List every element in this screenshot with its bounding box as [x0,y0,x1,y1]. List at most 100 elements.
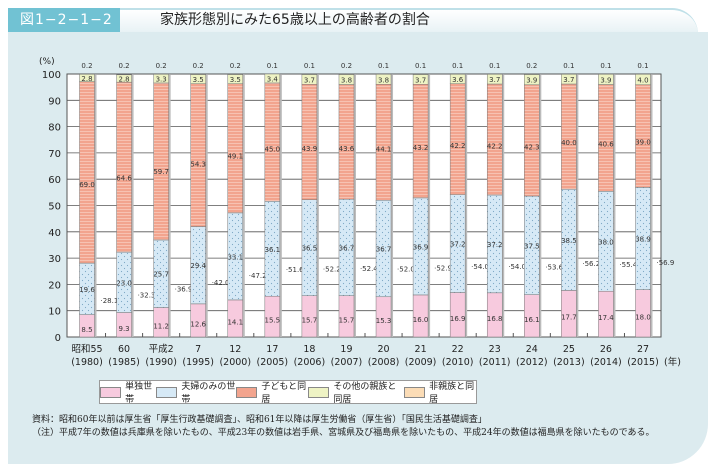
bar-segment-4 [486,74,503,85]
legend-item: 単独世帯 [100,379,156,405]
bar-value-label: 19.6 [79,286,95,294]
bar-value-label: 42.2 [450,142,466,150]
bar-value-label: 0.1 [304,62,315,70]
bar-segment-3 [561,83,577,190]
bar-value-label: 0.1 [489,62,500,70]
y-tick-label: 40 [48,228,61,239]
bar-segment-3 [524,84,540,197]
bar-value-label: 2.8 [81,75,92,83]
header-bar [8,8,698,34]
bar-value-label: 0.1 [600,62,611,70]
bar-segment-3 [449,83,466,195]
legend-swatch [403,386,426,398]
subtotal-label: ·52.4 [360,265,378,273]
bar-value-label: 37.5 [524,242,540,250]
bar-value-label: 0.1 [267,62,278,70]
legend-swatch [100,386,122,398]
bar-value-label: 3.8 [341,77,352,85]
bar-segment-4 [449,74,466,84]
bar-value-label: 2.8 [118,75,129,83]
bar-segment-3 [598,84,614,192]
bar-value-label: 3.5 [193,76,204,84]
bar-value-label: 17.7 [561,314,577,322]
x-tick-label-era: 19 [340,344,352,355]
bar-value-label: 59.7 [153,168,169,176]
bar-value-label: 3.3 [156,76,167,84]
legend-label: 非親族と同居 [429,382,475,405]
bar-value-label: 15.7 [339,316,355,324]
bar-segment-3 [486,83,503,196]
y-tick-label: 70 [48,149,61,160]
bar-segment-4 [635,74,651,86]
x-axis-unit: (年) [664,356,681,368]
bar-value-label: 37.2 [487,241,503,249]
figure-number: 図1−2−1−2 [8,8,120,32]
x-tick-label-year: (1990) [145,357,177,368]
bar-value-label: 37.2 [450,241,466,249]
bar-segment-3 [227,83,244,214]
bar-segment-4 [375,74,392,85]
bar-value-label: 3.6 [452,76,464,84]
x-tick-label-era: 23 [489,344,501,355]
y-tick-label: 60 [48,175,61,186]
x-tick-label-year: (1980) [71,357,103,368]
bar-segment-3 [301,84,318,200]
bar-value-label: 0.2 [341,62,352,70]
legend-label: 子どもと同居 [261,382,307,405]
legend-swatch [156,386,178,398]
legend-swatch [308,386,330,398]
bar-value-label: 64.6 [116,175,132,183]
bar-segment-3 [190,83,206,227]
bar-value-label: 0.1 [452,62,463,70]
subtotal-label: ·42.0 [212,279,230,287]
bar-value-label: 15.5 [265,317,281,325]
bar-segment-4 [301,74,318,85]
x-tick-label-era: 27 [637,344,649,355]
x-tick-label-year: (2012) [516,357,548,368]
bar-value-label: 0.1 [415,62,426,70]
subtotal-label: ·36.9 [175,285,193,293]
bar-segment-4 [264,73,281,84]
x-tick-label-year: (2009) [405,357,437,368]
bar-segment-4 [524,74,540,86]
subtotal-label: ·52.2 [323,265,341,273]
x-tick-label-era: 昭和55 [71,344,102,355]
bar-value-label: 23.0 [116,279,132,287]
x-tick-label-year: (2011) [479,357,511,368]
legend-item: 夫婦のみの世帯 [156,379,236,405]
bar-segment-4 [190,74,206,84]
y-tick-label: 100 [42,70,61,81]
x-tick-label-era: 21 [415,344,427,355]
legend-label: 単独世帯 [125,382,153,405]
bar-segment-4 [338,74,355,85]
bar-value-label: 38.0 [598,238,614,246]
bar-value-label: 36.7 [339,244,355,252]
bar-segment-4 [561,74,577,85]
bar-value-label: 3.7 [489,76,500,84]
bar-value-label: 49.1 [227,153,243,161]
bar-value-label: 18.0 [635,313,651,321]
subtotal-label: ·28.1 [101,297,119,305]
bar-value-label: 0.1 [637,62,648,70]
bar-value-label: 16.0 [413,316,429,324]
subtotal-label: ·52.0 [397,266,415,274]
bar-value-label: 3.7 [304,76,315,84]
y-tick-label: 80 [48,123,61,134]
bar-segment-4 [153,74,169,84]
bar-segment-4 [412,74,429,85]
legend-label: 夫婦のみの世帯 [181,382,236,405]
subtotal-label: ·52.9 [434,264,452,272]
bar-segment-3 [338,84,355,200]
bar-value-label: 0.2 [81,62,92,70]
bar-segment-4 [598,74,614,85]
x-tick-label-year: (2005) [257,357,289,368]
bar-value-label: 36.1 [265,246,281,254]
bar-value-label: 3.7 [563,76,574,84]
x-tick-label-year: (1995) [182,357,214,368]
bar-value-label: 9.3 [118,325,129,333]
x-tick-label-era: 7 [195,344,201,355]
bar-value-label: 39.0 [635,138,651,146]
source-note: 資料：昭和60年以前は厚生省「厚生行政基礎調査」、昭和61年以降は厚生労働省（厚… [32,415,487,425]
bar-value-label: 38.9 [635,236,651,244]
bar-value-label: 0.2 [230,62,241,70]
